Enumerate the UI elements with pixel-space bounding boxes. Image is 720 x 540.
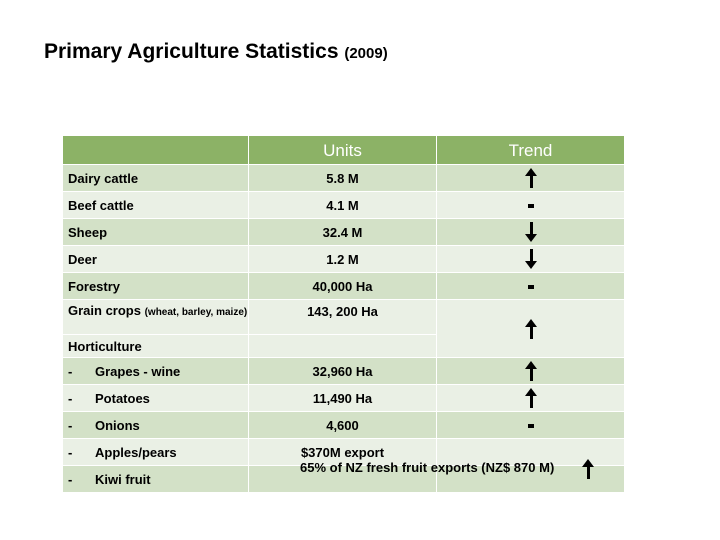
trend-up-arrow-icon [582, 459, 594, 479]
row-item: - Potatoes [62, 384, 249, 412]
row-dash: - [68, 471, 73, 487]
row-item: - Onions [62, 411, 249, 439]
table-row: - Kiwi fruit [62, 465, 625, 493]
row-item-label: Potatoes [95, 390, 150, 406]
header-units: Units [248, 135, 437, 165]
row-item: Grain crops (wheat, barley, maize) [62, 299, 249, 335]
row-item: Forestry [62, 272, 249, 300]
row-trend [436, 299, 625, 358]
table-header-row: Units Trend [62, 135, 625, 165]
trend-up-arrow-icon [524, 361, 537, 381]
header-item [62, 135, 249, 165]
row-units: 4,600 [248, 411, 437, 439]
row-item: - Apples/pears [62, 438, 249, 466]
table-row: Grain crops (wheat, barley, maize) 143, … [62, 299, 625, 358]
row-units: 32,960 Ha [248, 357, 437, 385]
row-units: 32.4 M [248, 218, 437, 246]
header-trend: Trend [436, 135, 625, 165]
row-item-label: Apples/pears [95, 444, 177, 460]
trend-up-arrow-icon [524, 318, 537, 339]
row-trend [436, 384, 625, 412]
title-year: (2009) [344, 45, 388, 62]
row-units-spacer [248, 465, 437, 493]
row-trend [436, 218, 625, 246]
row-units: 40,000 Ha [248, 272, 437, 300]
row-trend [436, 357, 625, 385]
table-row: Dairy cattle 5.8 M [62, 164, 625, 192]
row-item: - Grapes - wine [62, 357, 249, 385]
row-item-label: Grain crops [68, 303, 141, 318]
row-dash: - [68, 363, 73, 379]
table-row: - Grapes - wine 32,960 Ha [62, 357, 625, 385]
row-units [248, 334, 437, 358]
row-units: 1.2 M [248, 245, 437, 273]
row-trend [436, 411, 625, 439]
row-item-label: Grapes - wine [95, 363, 181, 379]
row-item: Deer [62, 245, 249, 273]
row-item: Sheep [62, 218, 249, 246]
row-trend [436, 245, 625, 273]
trend-steady-icon [527, 204, 534, 209]
row-trend [436, 465, 625, 493]
trend-steady-icon [527, 424, 534, 429]
page-title: Primary Agriculture Statistics (2009) [44, 40, 388, 64]
row-item: Horticulture [62, 334, 249, 358]
row-units: 4.1 M [248, 191, 437, 219]
row-item-note: (wheat, barley, maize) [144, 307, 248, 318]
row-trend [436, 164, 625, 192]
row-units: 5.8 M [248, 164, 437, 192]
table-row: Sheep 32.4 M [62, 218, 625, 246]
table-row: - Apples/pears $370M export [62, 438, 625, 466]
trend-steady-icon [527, 285, 534, 290]
row-dash: - [68, 417, 73, 433]
trend-up-arrow-icon [524, 168, 537, 188]
agriculture-stats-table: Units Trend Dairy cattle 5.8 M Beef catt… [62, 135, 625, 493]
row-dash: - [68, 444, 73, 460]
row-item: Beef cattle [62, 191, 249, 219]
row-item: Dairy cattle [62, 164, 249, 192]
table-row: - Potatoes 11,490 Ha [62, 384, 625, 412]
row-dash: - [68, 390, 73, 406]
title-text: Primary Agriculture Statistics [44, 40, 339, 63]
trend-down-arrow-icon [524, 222, 537, 242]
row-item-label: Onions [95, 417, 140, 433]
row-units: 11,490 Ha [248, 384, 437, 412]
table-row: - Onions 4,600 [62, 411, 625, 439]
table-row: Deer 1.2 M [62, 245, 625, 273]
row-item-label: Kiwi fruit [95, 471, 151, 487]
trend-up-arrow-icon [524, 388, 537, 408]
trend-down-arrow-icon [524, 249, 537, 269]
row-units: 143, 200 Ha [248, 299, 437, 335]
table-row: Forestry 40,000 Ha [62, 272, 625, 300]
row-units: $370M export [248, 438, 437, 466]
kiwi-fruit-units: 65% of NZ fresh fruit exports (NZ$ 870 M… [300, 460, 555, 475]
row-trend [436, 272, 625, 300]
row-item: - Kiwi fruit [62, 465, 249, 493]
row-trend [436, 191, 625, 219]
table-row: Beef cattle 4.1 M [62, 191, 625, 219]
